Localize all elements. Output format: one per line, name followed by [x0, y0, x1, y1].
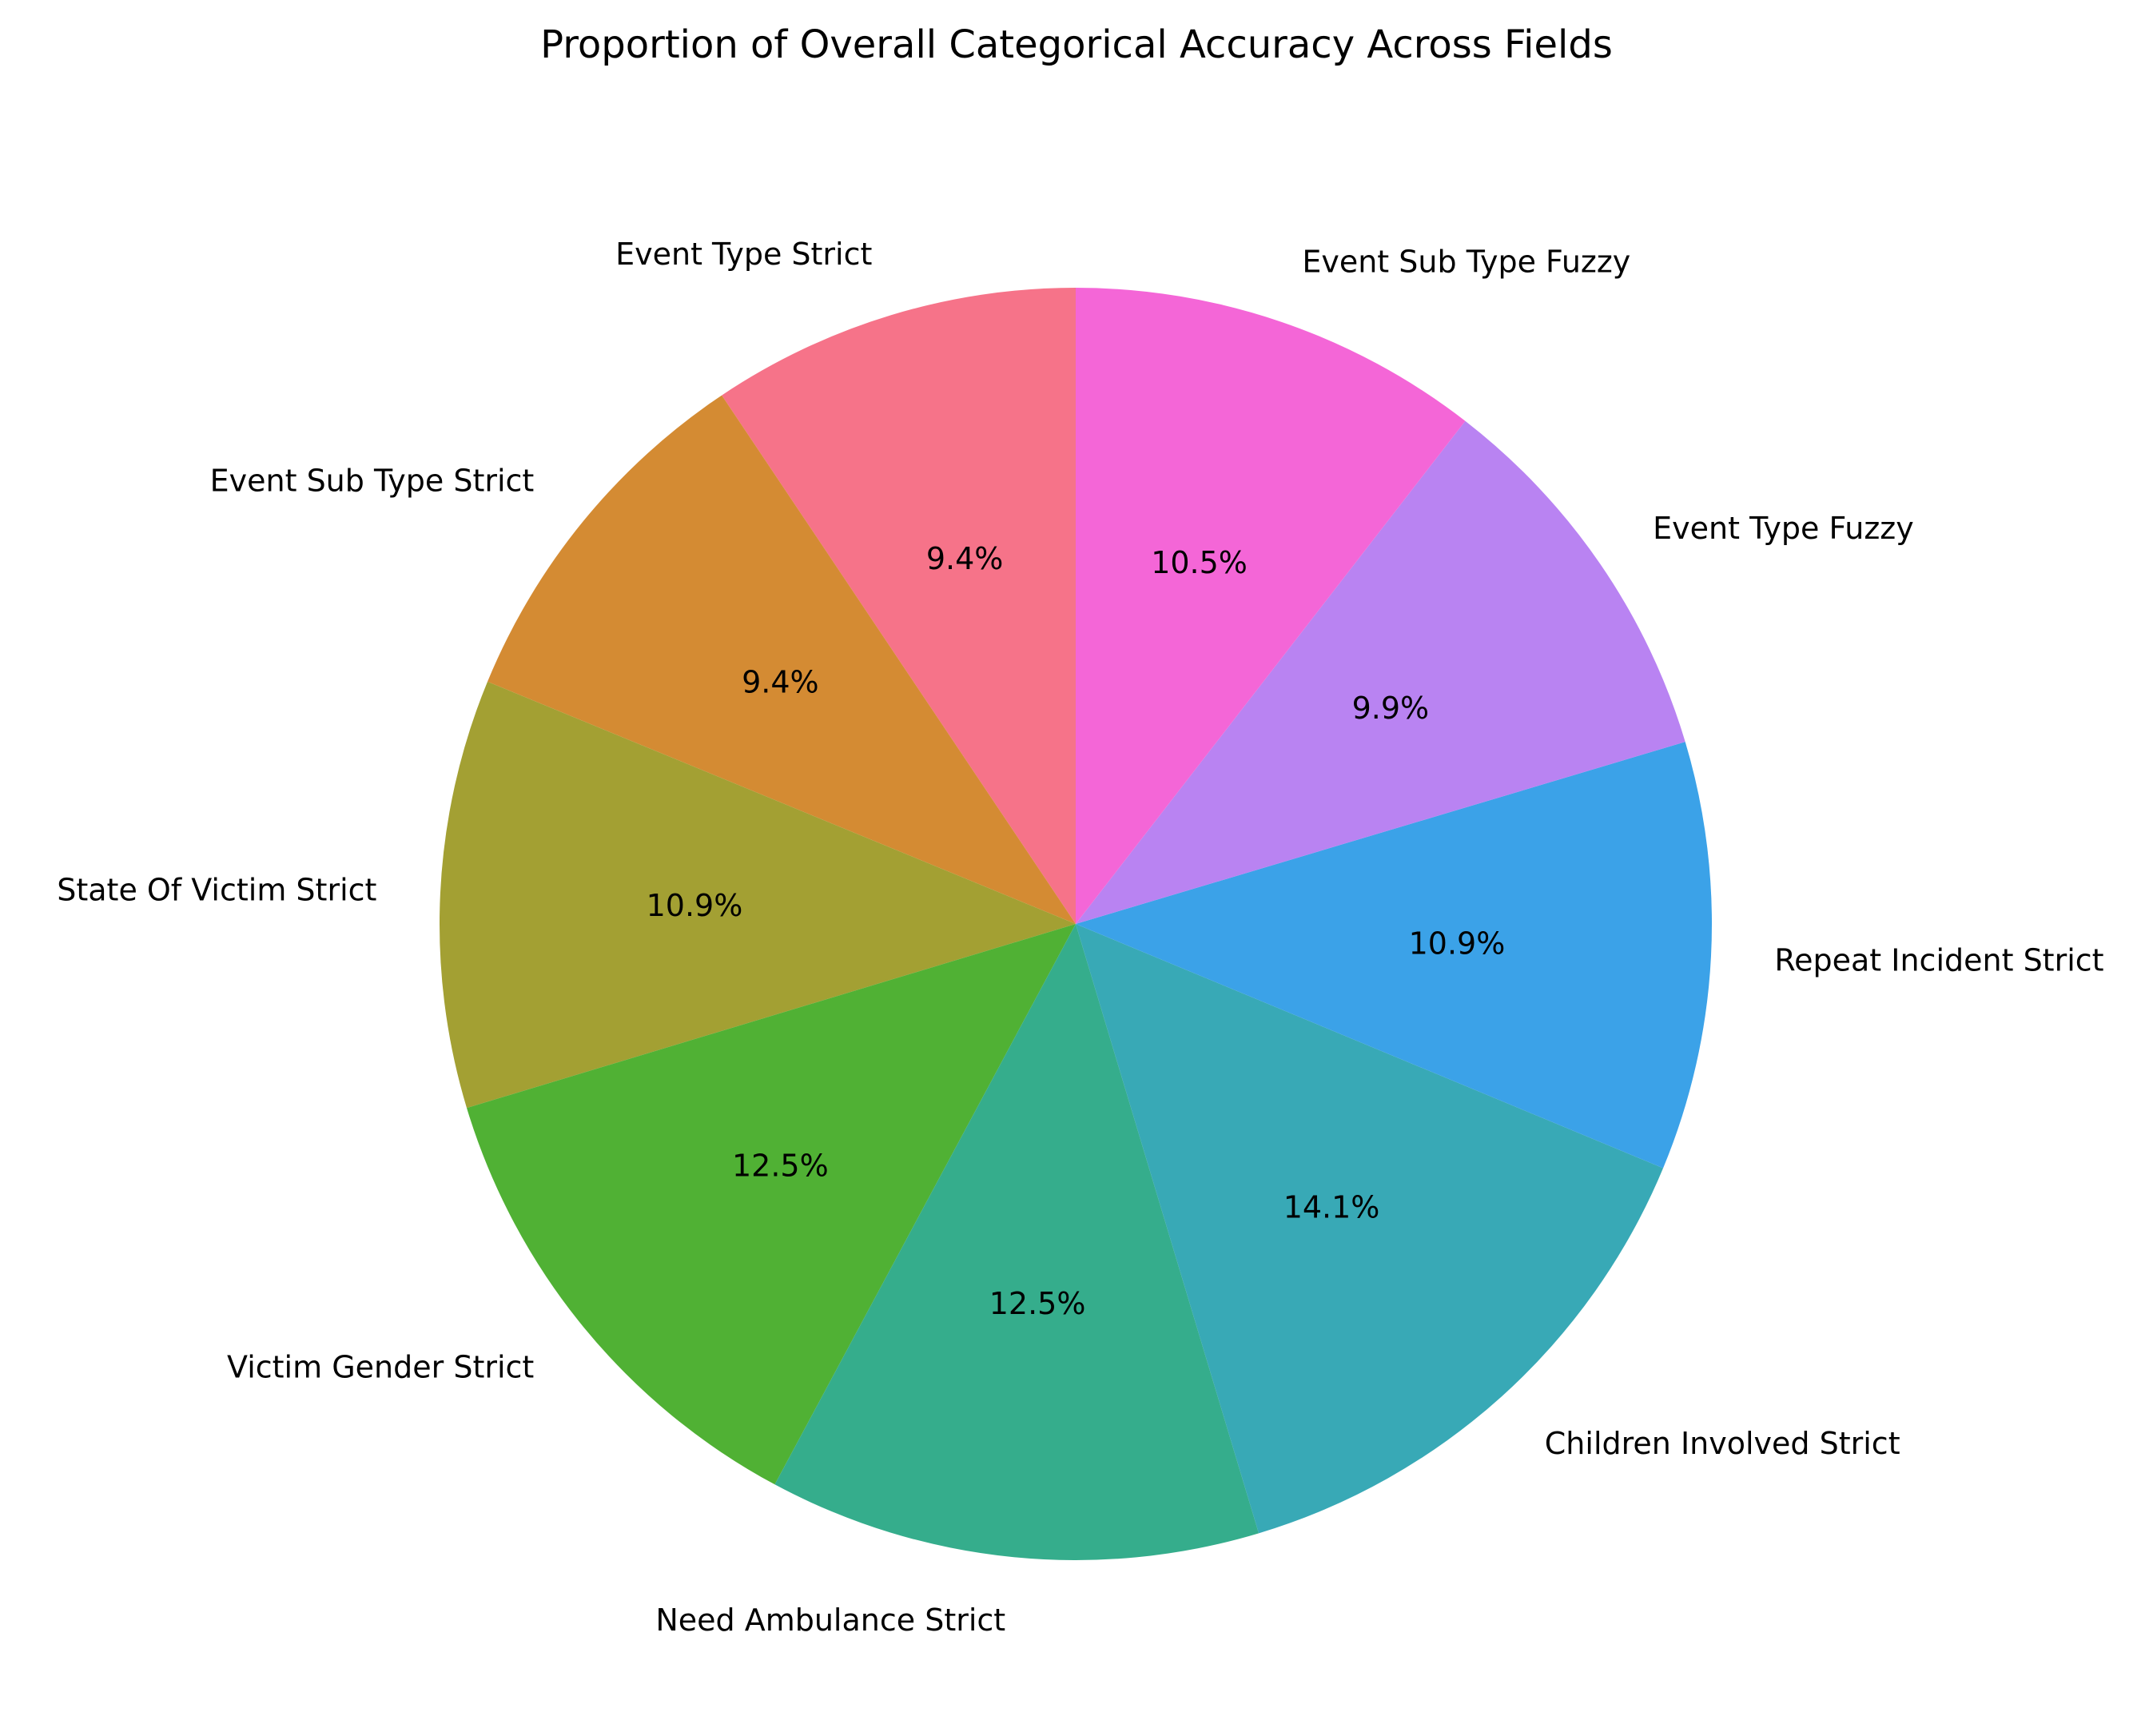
percent-label-state-of-victim-strict: 10.9% — [647, 888, 743, 923]
percent-label-event-sub-type-fuzzy: 10.5% — [1151, 545, 1248, 580]
pie-slice-event-type-fuzzy — [1076, 420, 1685, 924]
percent-label-victim-gender-strict: 12.5% — [732, 1148, 829, 1183]
percent-label-children-involved-strict: 14.1% — [1283, 1189, 1380, 1224]
pie-slice-event-sub-type-strict — [487, 395, 1076, 924]
pie-slice-event-sub-type-fuzzy — [1076, 288, 1466, 924]
slice-label-event-sub-type-fuzzy: Event Sub Type Fuzzy — [1302, 245, 1630, 280]
slice-label-victim-gender-strict: Victim Gender Strict — [227, 1349, 534, 1384]
slice-label-children-involved-strict: Children Involved Strict — [1545, 1426, 1900, 1461]
slice-label-state-of-victim-strict: State Of Victim Strict — [57, 872, 376, 907]
pie-slice-need-ambulance-strict — [774, 924, 1260, 1560]
slice-labels: Event Type Strict Event Sub Type Strict St… — [57, 237, 2103, 1638]
slice-label-event-sub-type-strict: Event Sub Type Strict — [210, 464, 535, 499]
pie-slices — [439, 288, 1712, 1560]
percent-label-event-type-fuzzy: 9.9% — [1352, 691, 1430, 726]
percent-label-event-sub-type-strict: 9.4% — [742, 665, 819, 700]
percent-label-need-ambulance-strict: 12.5% — [989, 1286, 1086, 1321]
pie-slice-repeat-incident-strict — [1076, 742, 1712, 1169]
pie-slice-state-of-victim-strict — [439, 681, 1076, 1109]
slice-label-repeat-incident-strict: Repeat Incident Strict — [1774, 942, 2103, 977]
slice-label-need-ambulance-strict: Need Ambulance Strict — [655, 1603, 1005, 1638]
percent-label-repeat-incident-strict: 10.9% — [1409, 926, 1506, 962]
percent-labels: 9.4% 9.4% 10.9% 12.5% 12.5% 14.1% 10.9% 9.9% 10.… — [647, 541, 1506, 1321]
pie-slice-victim-gender-strict — [467, 924, 1076, 1485]
slice-label-event-type-fuzzy: Event Type Fuzzy — [1653, 511, 1914, 546]
pie-slice-children-involved-strict — [1076, 924, 1664, 1534]
pie-slice-event-type-strict — [722, 288, 1076, 924]
chart-title: Proportion of Overall Categorical Accura… — [540, 22, 1613, 67]
slice-label-event-type-strict: Event Type Strict — [615, 237, 872, 272]
percent-label-event-type-strict: 9.4% — [926, 541, 1004, 576]
